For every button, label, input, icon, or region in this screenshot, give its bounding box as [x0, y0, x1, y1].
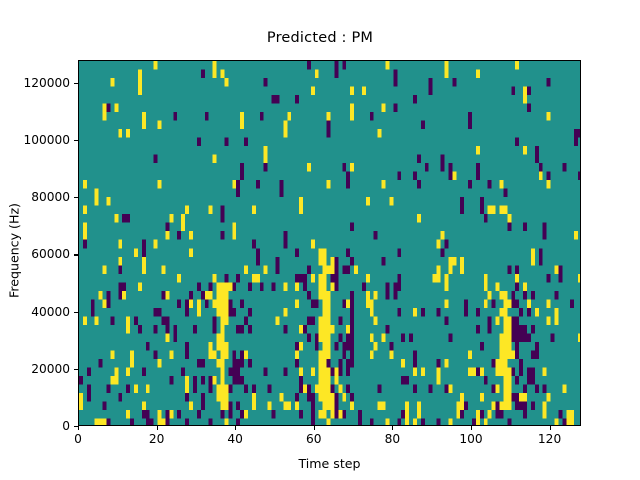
y-tick-mark: [74, 254, 78, 256]
x-tick-mark: [470, 426, 473, 430]
page-title: Predicted : PM: [266, 30, 374, 46]
x-tick-label: 60: [306, 432, 322, 446]
x-tick-label: 80: [384, 432, 401, 446]
x-tick-label: 40: [227, 432, 243, 446]
x-tick-mark: [392, 426, 394, 430]
y-tick-label: 0: [62, 419, 70, 433]
x-tick-label: 20: [148, 432, 165, 446]
y-tick-label: 40000: [31, 304, 70, 319]
y-tick-mark: [74, 311, 78, 313]
x-tick-mark: [78, 426, 80, 430]
y-tick-mark: [74, 368, 78, 370]
y-tick-mark: [74, 426, 78, 428]
y-tick-label: 20000: [31, 361, 70, 376]
x-tick-mark: [313, 426, 315, 430]
y-tick-label: 60000: [31, 247, 70, 262]
heatmap-image: [79, 61, 580, 425]
y-tick-label: 120000: [23, 75, 70, 90]
x-tick-mark: [235, 426, 237, 430]
heatmap-axes: [78, 60, 581, 426]
y-tick-label: 80000: [31, 190, 70, 205]
x-tick-mark: [156, 426, 158, 430]
y-tick-mark: [74, 197, 78, 199]
y-tick-mark: [74, 140, 78, 142]
x-tick-mark: [549, 426, 551, 430]
x-tick-label: 120: [537, 432, 562, 446]
y-tick-mark: [74, 82, 78, 84]
x-axis-label: Time step: [298, 456, 361, 471]
y-tick-label: 100000: [23, 133, 70, 148]
x-tick-label: 100: [459, 432, 483, 446]
x-tick-label: 0: [74, 432, 82, 446]
